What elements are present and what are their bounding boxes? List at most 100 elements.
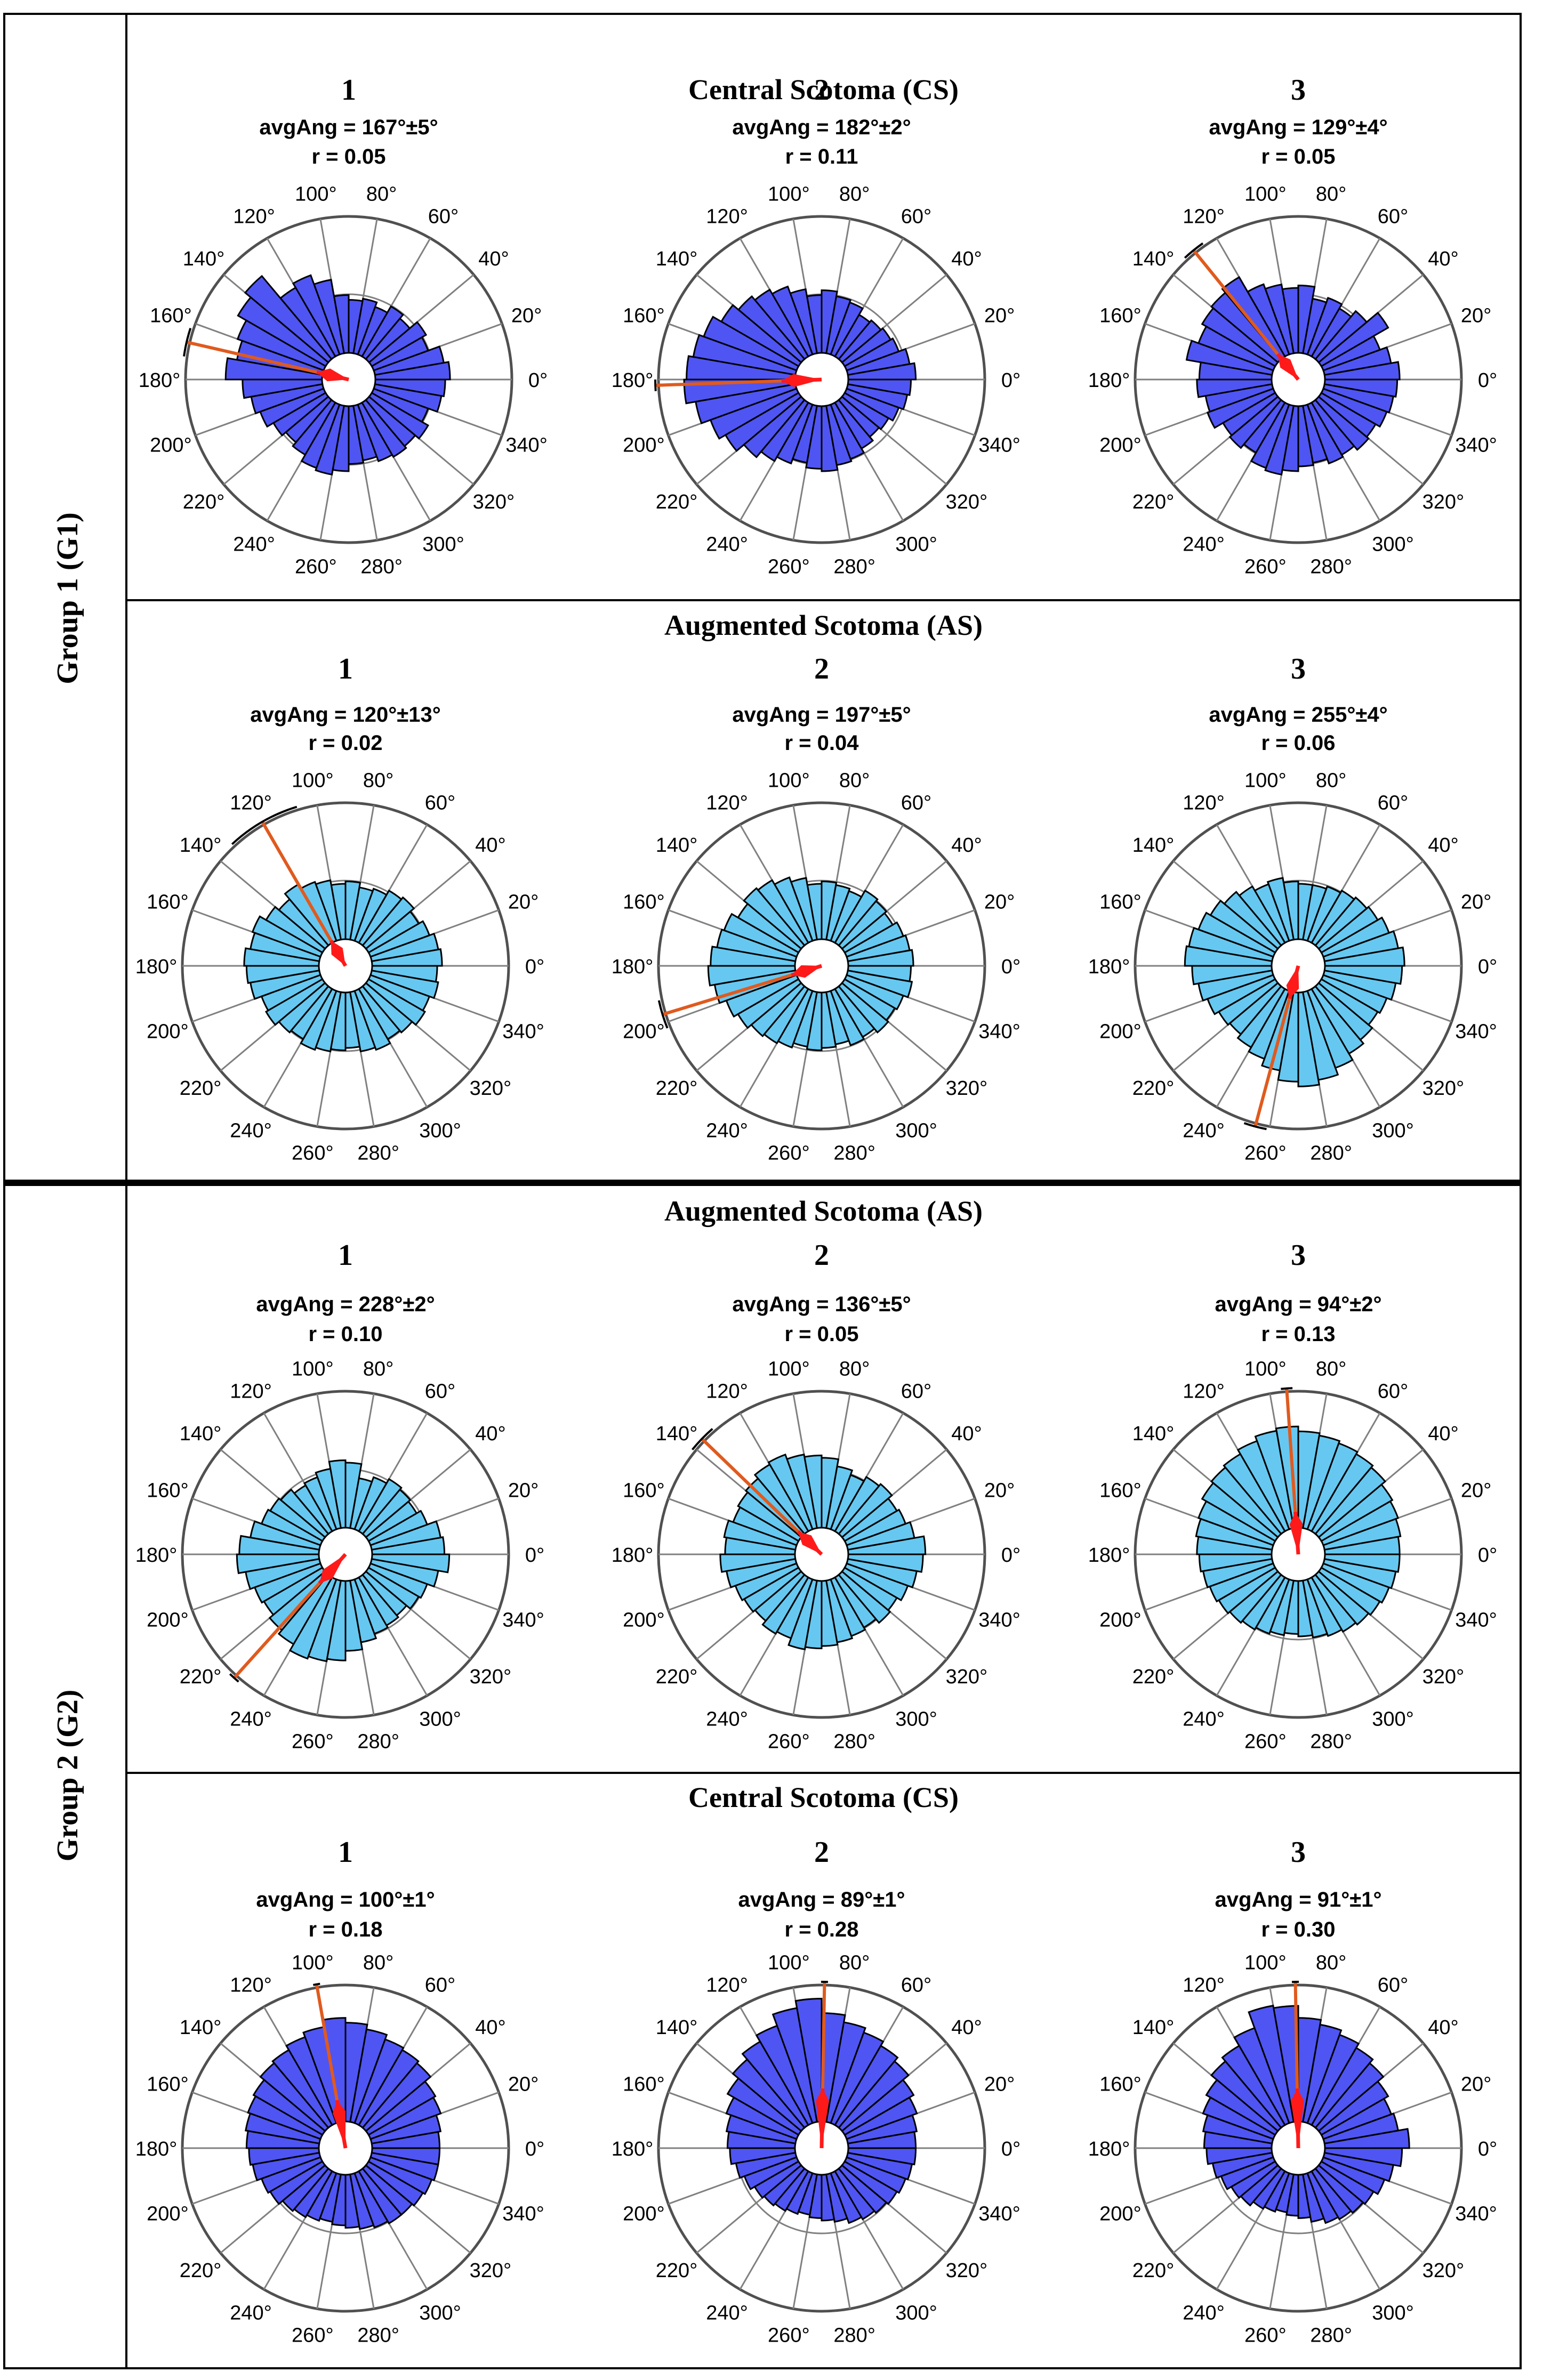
histogram-bin: [724, 391, 802, 452]
angle-tick-label: 120°: [706, 792, 748, 814]
histogram-bin: [767, 1453, 814, 1532]
r-value-label: r = 0.05: [311, 145, 385, 168]
histogram-bin: [371, 2147, 441, 2166]
angle-tick-label: 220°: [656, 491, 698, 513]
angle-tick-label: 340°: [1455, 1609, 1497, 1631]
subplot-number: 3: [1291, 1239, 1306, 1272]
histogram-bin: [353, 1476, 388, 1532]
angle-tick-label: 320°: [473, 491, 515, 513]
histogram-bin: [250, 383, 325, 415]
angle-tick-label: 40°: [1428, 1423, 1458, 1445]
r-value-label: r = 0.11: [785, 145, 858, 168]
histogram-bin: [838, 1483, 893, 1538]
avg-angle-label: avgAng = 89°±1°: [738, 1888, 905, 1911]
histogram-bin: [1322, 2112, 1399, 2145]
resultant-arrowhead: [781, 374, 822, 388]
histogram-bin: [1269, 1578, 1295, 1636]
angle-tick-label: 160°: [1099, 305, 1142, 327]
angle-tick-label: 20°: [508, 1480, 539, 1502]
histogram-bin: [303, 1476, 337, 1532]
histogram-bin: [734, 1562, 800, 1602]
histogram-bin: [245, 2130, 320, 2149]
histogram-bin: [357, 889, 403, 947]
angle-tick-label: 140°: [1132, 1423, 1175, 1445]
histogram-bin: [755, 2024, 814, 2126]
histogram-bin: [307, 1578, 342, 1663]
histogram-bin: [847, 378, 912, 396]
histogram-bin: [344, 881, 361, 941]
subplot-number: 1: [338, 1836, 353, 1869]
histogram-bin: [1301, 990, 1339, 1081]
histogram-bin: [1322, 346, 1392, 376]
angle-tick-label: 0°: [525, 2138, 544, 2160]
angle-tick-label: 180°: [612, 369, 654, 392]
histogram-bin: [707, 965, 797, 987]
histogram-bin: [1297, 405, 1315, 467]
angle-tick-label: 160°: [1099, 891, 1142, 914]
histogram-bin: [1197, 1500, 1276, 1546]
histogram-bin: [315, 990, 342, 1053]
angle-tick-label: 260°: [292, 2325, 334, 2347]
angle-tick-label: 120°: [233, 206, 275, 228]
histogram-bin: [259, 2062, 330, 2132]
histogram-bin: [371, 1553, 451, 1574]
angle-tick-label: 0°: [1001, 1544, 1020, 1567]
histogram-bin: [1240, 2164, 1282, 2207]
angle-tick-label: 260°: [768, 2325, 810, 2347]
angle-tick-label: 80°: [1316, 183, 1346, 205]
angle-tick-label: 320°: [1423, 491, 1465, 513]
angle-tick-label: 240°: [230, 1708, 272, 1730]
histogram-bin: [1210, 1466, 1282, 1538]
histogram-bin: [1297, 991, 1321, 1087]
avg-angle-label: avgAng = 228°±2°: [256, 1293, 435, 1316]
angle-tick-label: 220°: [656, 2260, 698, 2282]
histogram-bin: [1323, 2147, 1403, 2167]
histogram-bin: [743, 1566, 802, 1613]
histogram-bin: [732, 2058, 806, 2132]
angle-tick-label: 40°: [951, 248, 982, 270]
angle-tick-label: 300°: [895, 2302, 937, 2324]
angle-tick-label: 280°: [357, 1142, 399, 1165]
histogram-bin: [847, 949, 914, 967]
histogram-bin: [830, 988, 865, 1046]
angle-tick-label: 300°: [895, 1119, 937, 1142]
histogram-bin: [1196, 1536, 1273, 1555]
angle-tick-label: 120°: [230, 1381, 272, 1403]
polar-subplot: 1 avgAng = 167°±5° r = 0.05 0° 20° 40° 60° 80° 1…: [139, 74, 548, 578]
angle-tick-label: 160°: [147, 891, 189, 914]
angle-tick-label: 220°: [180, 2260, 222, 2282]
histogram-bin: [723, 1519, 798, 1551]
angle-tick-label: 240°: [706, 1119, 748, 1142]
angle-tick-label: 340°: [978, 1609, 1020, 1631]
histogram-bin: [846, 969, 913, 998]
histogram-bin: [272, 391, 330, 437]
angle-tick-label: 220°: [1132, 1666, 1175, 1688]
angle-tick-label: 20°: [984, 305, 1015, 327]
angle-tick-label: 180°: [1088, 2138, 1130, 2160]
angle-tick-label: 100°: [295, 183, 337, 205]
histogram-bin: [1323, 1553, 1401, 1573]
histogram-bin: [821, 881, 838, 941]
histogram-bin: [725, 2114, 798, 2145]
histogram-bin: [1233, 2027, 1290, 2126]
histogram-bin: [847, 965, 912, 982]
histogram-bin: [1310, 889, 1355, 947]
angle-tick-label: 200°: [623, 2202, 665, 2225]
resultant-arrowhead: [791, 965, 822, 978]
angle-tick-label: 120°: [706, 1381, 748, 1403]
histogram-bin: [288, 1576, 337, 1660]
angle-tick-label: 180°: [135, 956, 178, 978]
angle-tick-label: 0°: [525, 956, 544, 978]
histogram-bin: [1314, 310, 1368, 364]
angle-tick-label: 280°: [1310, 1142, 1352, 1165]
angle-tick-label: 0°: [525, 1544, 544, 1567]
histogram-bin: [1323, 946, 1405, 967]
angle-tick-label: 60°: [1378, 206, 1408, 228]
angle-tick-label: 180°: [135, 1544, 178, 1567]
angle-tick-label: 280°: [357, 2325, 399, 2347]
angle-tick-label: 280°: [1310, 556, 1352, 578]
histogram-bin: [357, 1478, 403, 1535]
histogram-bin: [763, 985, 810, 1045]
histogram-bin: [1203, 2131, 1273, 2149]
